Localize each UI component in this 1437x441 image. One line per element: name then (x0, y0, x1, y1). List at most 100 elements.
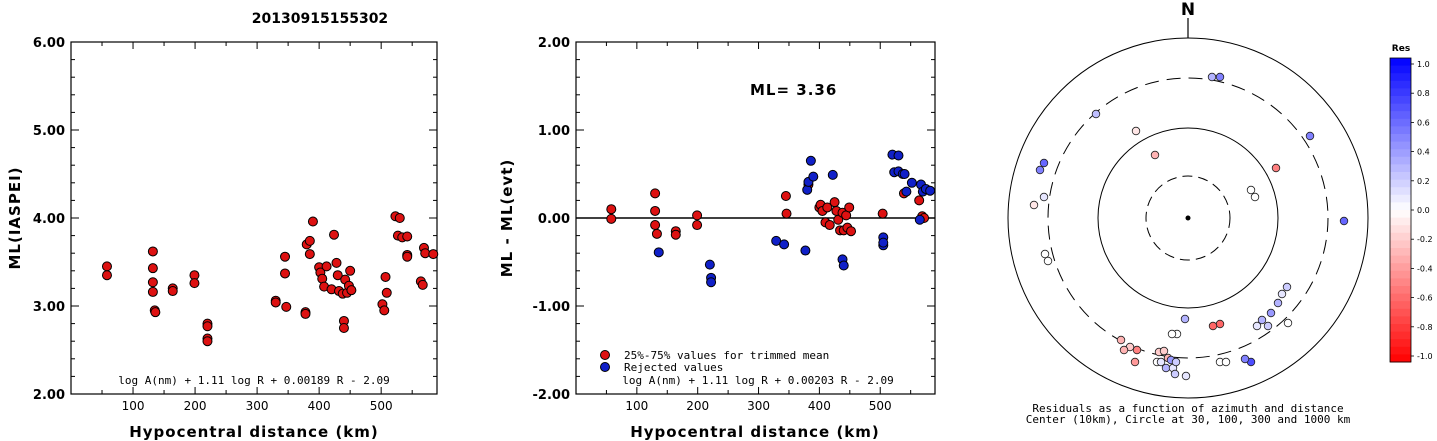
station-point (147, 246, 158, 257)
colorbar-title: Res (1392, 44, 1410, 54)
colorbar-label: 0.2 (1417, 177, 1430, 186)
colorbar-segment (1390, 96, 1411, 105)
station-point (270, 297, 281, 308)
station-residual-marker (1215, 319, 1225, 329)
legend-rejected-marker (600, 362, 610, 372)
station-residual-marker (1282, 282, 1292, 292)
station-residual-marker (1161, 363, 1171, 373)
formula-text: log A(nm) + 1.11 log R + 0.00203 R - 2.0… (622, 374, 894, 387)
legend-accepted-label: 25%-75% values for trimmed mean (624, 349, 829, 362)
station-residual-marker (1029, 200, 1039, 210)
colorbar-segment (1390, 134, 1411, 143)
accepted-point (692, 220, 703, 231)
residual-colorbar: Res 1.0 0.8 0.6 0.4 0.2 0.0 -0.2 -0.4 -0.6 -0.8 -1… (1389, 44, 1433, 363)
accepted-point (692, 210, 703, 221)
station-point (304, 235, 315, 246)
colorbar-label: -0.6 (1417, 294, 1433, 303)
accepted-point (650, 220, 661, 231)
station-residual-marker (1339, 216, 1349, 226)
station-residual-marker (1091, 109, 1101, 119)
station-point (147, 277, 158, 288)
station-residual-marker (1170, 369, 1180, 379)
y-tick-label: 1.00 (538, 124, 570, 139)
plot-frame (70, 41, 438, 395)
station-residual-marker (1240, 354, 1250, 364)
accepted-point (650, 205, 661, 216)
colorbar-segment (1390, 255, 1411, 264)
rejected-point (653, 247, 664, 258)
station-residual-marker (1250, 192, 1260, 202)
y-tick-label: 3.00 (33, 300, 65, 315)
rejected-point (706, 277, 717, 288)
y-axis-label: ML - ML(evt) (498, 159, 516, 277)
rejected-point (808, 171, 819, 182)
station-residual-marker (1043, 256, 1053, 266)
station-point (417, 279, 428, 290)
station-residual-marker (1208, 321, 1218, 331)
station-point (189, 278, 200, 289)
station-point (300, 308, 311, 319)
colorbar-segment (1390, 270, 1411, 279)
accepted-point (781, 208, 792, 219)
station-residual-marker (1283, 318, 1293, 328)
y-tick-label: -2.00 (533, 388, 570, 403)
colorbar-segment (1390, 172, 1411, 181)
station-point (381, 287, 392, 298)
colorbar-segment (1390, 232, 1411, 241)
station-point (394, 213, 405, 223)
colorbar-segment (1390, 301, 1411, 310)
station-point (101, 270, 112, 281)
colorbar-segment (1390, 73, 1411, 82)
colorbar-segment (1390, 65, 1411, 74)
colorbar-segment (1390, 339, 1411, 348)
colorbar-segment (1390, 286, 1411, 295)
station-point (167, 286, 178, 297)
station-residual-marker (1131, 126, 1141, 136)
colorbar-segment (1390, 240, 1411, 249)
rejected-point (925, 185, 936, 196)
station-residual-marker (1221, 357, 1231, 367)
colorbar-label: 0.4 (1417, 148, 1430, 157)
x-tick-label: 500 (370, 399, 393, 413)
accepted-point (844, 202, 855, 213)
rejected-point (779, 239, 790, 250)
x-tick-label: 200 (184, 399, 207, 413)
ring-100km (1097, 127, 1279, 309)
colorbar-label: -0.4 (1417, 264, 1433, 273)
station-residual-marker (1271, 163, 1281, 173)
figure-title: 20130915155302 (252, 11, 388, 27)
ml-iaspei-panel: ML(IASPEI) Hypocentral distance (km) log… (6, 36, 439, 441)
accepted-point (780, 191, 791, 201)
station-residual-marker (1257, 315, 1267, 325)
colorbar-segment (1390, 324, 1411, 333)
rejected-point (704, 259, 715, 270)
station-residual-marker (1207, 72, 1217, 82)
ring-300km (1047, 77, 1329, 359)
station-point (147, 286, 158, 297)
colorbar-label: -0.8 (1417, 323, 1433, 332)
azimuth-caption-line2: Center (10km), Circle at 30, 100, 300 an… (1026, 413, 1351, 426)
colorbar-segment (1390, 278, 1411, 287)
station-point (321, 261, 332, 272)
colorbar-segment (1390, 88, 1411, 97)
x-tick-label: 200 (686, 399, 709, 413)
x-tick-label: 400 (808, 399, 831, 413)
ml-residual-panel: ML - ML(evt) Hypocentral distance (km) M… (498, 36, 936, 441)
colorbar-segment (1390, 308, 1411, 317)
station-residual-marker (1130, 357, 1140, 367)
azimuth-residual-plot: N Residuals as a function of azimuth and… (1007, 0, 1369, 426)
azimuth-caption-line1: Residuals as a function of azimuth and d… (1032, 402, 1343, 415)
station-residual-marker (1039, 158, 1049, 168)
station-point (338, 323, 349, 333)
x-tick-label: 300 (747, 399, 770, 413)
ring-30km (1145, 175, 1231, 261)
rejected-point (901, 186, 912, 197)
colorbar-segment (1390, 141, 1411, 150)
colorbar-segment (1390, 194, 1411, 203)
station-residual-marker (1150, 150, 1160, 160)
x-axis-label: Hypocentral distance (km) (129, 423, 379, 441)
colorbar-segment (1390, 58, 1411, 67)
accepted-point (914, 195, 925, 206)
station-residual-marker (1119, 345, 1129, 355)
x-tick-label: 300 (246, 399, 269, 413)
